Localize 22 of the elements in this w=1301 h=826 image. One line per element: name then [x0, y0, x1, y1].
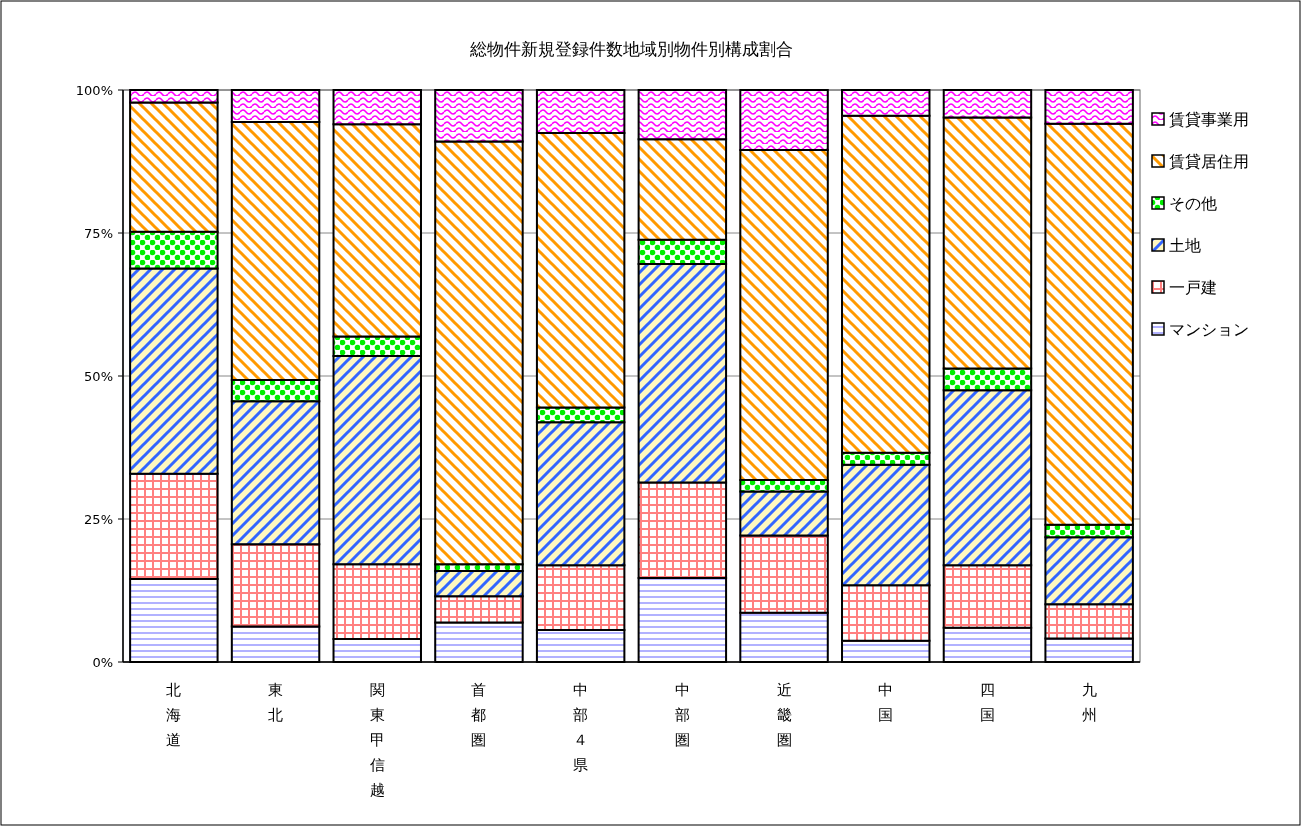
x-tick-label: 中部４県	[573, 681, 589, 774]
y-tick-label: 50%	[84, 369, 113, 384]
x-tick-label: 東北	[268, 681, 284, 724]
y-tick-label: 25%	[84, 512, 113, 527]
x-tick-label: 近畿圏	[776, 681, 792, 749]
y-tick-label: 100%	[75, 83, 113, 98]
x-tick-label: 中国	[878, 681, 894, 724]
chart-title: 総物件新規登録件数地域別物件別構成割合	[469, 39, 793, 59]
x-tick-label: 四国	[979, 681, 995, 724]
y-tick-label: 75%	[84, 226, 113, 241]
legend-label: マンション	[1169, 320, 1249, 339]
legend-label: その他	[1169, 194, 1217, 213]
x-tick-label: 関東甲信越	[369, 681, 385, 799]
x-tick-label: 中部圏	[674, 681, 690, 749]
x-tick-label: 九州	[1081, 681, 1097, 724]
y-tick-label: 0%	[92, 655, 113, 670]
legend-label: 賃貸事業用	[1169, 110, 1249, 129]
x-tick-label: 北海道	[166, 681, 182, 749]
legend-label: 一戸建	[1169, 278, 1217, 297]
x-tick-label: 首都圏	[471, 681, 487, 749]
legend-label: 賃貸居住用	[1169, 152, 1249, 171]
legend-label: 土地	[1169, 236, 1201, 255]
